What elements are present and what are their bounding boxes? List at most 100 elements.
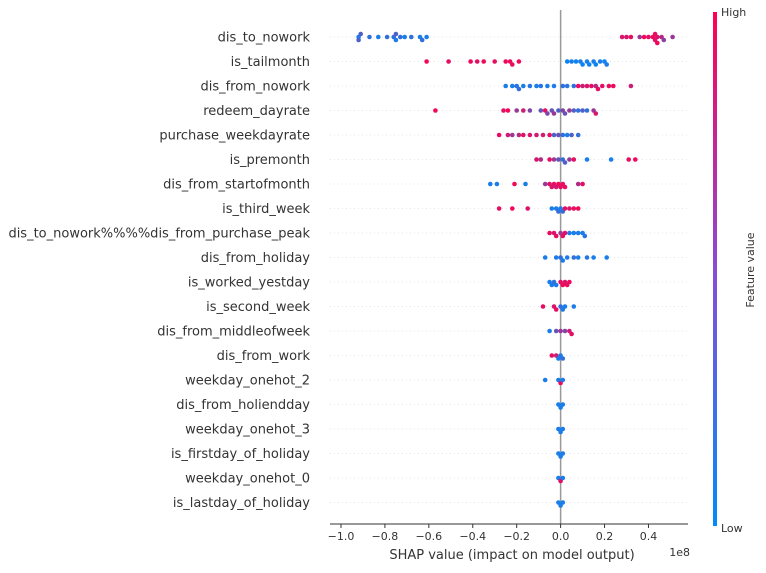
point-dis_from_work — [549, 353, 555, 358]
point-dis_from_middleofweek — [547, 328, 552, 334]
feature-label: is_tailmonth — [231, 55, 310, 70]
point-is_second_week — [562, 304, 568, 309]
point-is_third_week — [510, 206, 515, 211]
point-is_tailmonth — [468, 59, 473, 64]
point-dis_to_nowork — [661, 37, 667, 43]
point-dis_from_startofmonth — [580, 181, 585, 187]
point-purchase_weekdayrate — [527, 132, 533, 138]
point-dis_from_holiday — [553, 255, 559, 260]
point-is_third_week — [562, 206, 568, 211]
point-is_third_week — [575, 206, 581, 211]
point-dis_to_nowork — [424, 34, 429, 40]
point-is_tailmonth — [569, 59, 574, 64]
point-purchase_weekdayrate — [521, 132, 526, 138]
point-is_second_week — [540, 304, 546, 309]
point-is_tailmonth — [446, 59, 451, 64]
feature-label: dis_to_nowork — [218, 31, 311, 46]
point-dis_from_nowork — [527, 83, 533, 89]
point-dis_from_startofmonth — [494, 181, 500, 187]
point-dis_to_nowork%%%%dis_from_purchase_peak — [571, 230, 577, 236]
feature-label: weekday_onehot_3 — [185, 423, 310, 438]
point-dis_to_nowork — [393, 31, 399, 37]
point-dis_from_nowork — [545, 83, 550, 89]
point-is_tailmonth — [573, 59, 579, 64]
point-purchase_weekdayrate — [560, 132, 566, 138]
point-dis_from_nowork — [611, 83, 616, 89]
point-redeem_dayrate — [545, 111, 550, 116]
point-is_worked_yestday — [553, 282, 559, 288]
colorbar-high-label: High — [721, 6, 746, 19]
point-is_premonth — [547, 157, 552, 162]
x-tick-label: 0.2 — [596, 530, 614, 543]
point-redeem_dayrate — [567, 108, 572, 113]
point-dis_to_nowork%%%%dis_from_purchase_peak — [575, 230, 581, 236]
point-dis_from_nowork — [589, 83, 594, 89]
point-is_premonth — [538, 157, 544, 162]
point-dis_to_nowork — [409, 34, 414, 40]
point-is_tailmonth — [510, 62, 515, 67]
point-purchase_weekdayrate — [534, 132, 539, 138]
point-dis_from_holiday — [604, 255, 609, 260]
point-is_second_week — [571, 304, 577, 309]
feature-label: redeem_dayrate — [203, 104, 310, 119]
point-dis_to_nowork%%%%dis_from_purchase_peak — [582, 233, 588, 239]
point-dis_to_nowork — [655, 34, 660, 40]
point-dis_to_nowork — [624, 34, 629, 40]
row-guides-layer — [330, 36, 688, 503]
point-dis_from_nowork — [595, 86, 601, 92]
point-weekday_onehot_3 — [560, 426, 566, 432]
feature-label: is_worked_yestday — [188, 276, 310, 291]
feature-label: is_second_week — [206, 300, 310, 315]
point-is_third_week — [549, 206, 555, 211]
point-dis_from_nowork — [575, 83, 581, 89]
x-tick-label: 0.4 — [640, 530, 658, 543]
point-dis_from_work — [560, 356, 566, 361]
point-dis_from_nowork — [510, 83, 515, 89]
point-purchase_weekdayrate — [547, 132, 552, 138]
point-is_premonth — [567, 157, 572, 162]
point-dis_from_holiday — [571, 255, 577, 260]
point-redeem_dayrate — [505, 108, 511, 113]
colorbar-low-label: Low — [721, 522, 743, 535]
x-axis-title: SHAP value (impact on model output) — [389, 548, 634, 563]
points-layer — [356, 31, 675, 508]
point-redeem_dayrate — [562, 111, 568, 116]
point-dis_from_middleofweek — [562, 328, 568, 334]
point-weekday_onehot_2 — [560, 377, 566, 383]
point-is_premonth — [626, 157, 631, 162]
colorbar — [713, 12, 717, 526]
point-is_tailmonth — [503, 59, 509, 64]
point-is_tailmonth — [474, 59, 480, 64]
point-is_premonth — [584, 157, 590, 162]
point-dis_from_holiday — [560, 258, 566, 263]
x-tick-label: −0.4 — [459, 530, 486, 543]
point-dis_from_middleofweek — [569, 331, 574, 337]
point-dis_from_nowork — [571, 83, 577, 89]
feature-label: dis_from_holiendday — [176, 398, 310, 413]
point-dis_to_nowork — [398, 34, 403, 40]
point-redeem_dayrate — [556, 108, 561, 113]
point-is_tailmonth — [580, 62, 585, 67]
feature-label: weekday_onehot_2 — [185, 374, 310, 389]
point-purchase_weekdayrate — [540, 132, 546, 138]
point-is_tailmonth — [516, 59, 522, 64]
point-dis_from_nowork — [516, 86, 522, 92]
point-dis_to_nowork — [376, 34, 381, 40]
point-dis_from_nowork — [560, 83, 566, 89]
feature-label: dis_from_startofmonth — [163, 178, 310, 193]
point-dis_to_nowork%%%%dis_from_purchase_peak — [567, 230, 572, 236]
point-is_tailmonth — [586, 62, 592, 67]
point-dis_from_nowork — [503, 83, 509, 89]
point-is_tailmonth — [593, 62, 599, 67]
x-tick-label: −0.2 — [503, 530, 530, 543]
point-is_worked_yestday — [567, 279, 572, 285]
point-dis_from_startofmonth — [562, 184, 568, 190]
point-dis_to_nowork — [356, 37, 361, 43]
point-dis_to_nowork%%%%dis_from_purchase_peak — [553, 233, 559, 239]
point-is_premonth — [608, 157, 614, 162]
point-is_third_week — [525, 206, 530, 211]
point-weekday_onehot_2 — [542, 377, 548, 383]
point-redeem_dayrate — [571, 108, 577, 113]
point-dis_from_nowork — [628, 83, 634, 89]
point-is_firstday_of_holiday — [560, 451, 566, 456]
